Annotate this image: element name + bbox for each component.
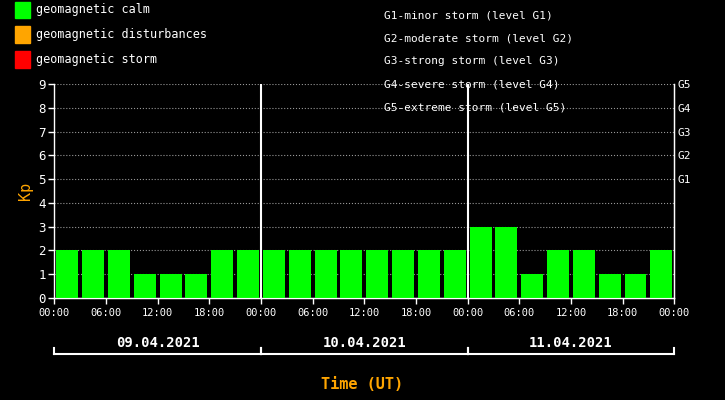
- Text: G1-minor storm (level G1): G1-minor storm (level G1): [384, 10, 553, 20]
- Text: G5-extreme storm (level G5): G5-extreme storm (level G5): [384, 103, 566, 113]
- Bar: [341, 250, 362, 298]
- Bar: [315, 250, 336, 298]
- Bar: [57, 250, 78, 298]
- Text: G2-moderate storm (level G2): G2-moderate storm (level G2): [384, 33, 573, 43]
- Text: 09.04.2021: 09.04.2021: [116, 336, 199, 350]
- Bar: [134, 274, 156, 298]
- Bar: [650, 250, 672, 298]
- Text: 10.04.2021: 10.04.2021: [323, 336, 406, 350]
- Bar: [599, 274, 621, 298]
- Y-axis label: Kp: Kp: [18, 182, 33, 200]
- Bar: [211, 250, 233, 298]
- Bar: [573, 250, 594, 298]
- Bar: [108, 250, 130, 298]
- Text: Time (UT): Time (UT): [321, 377, 404, 392]
- Bar: [624, 274, 647, 298]
- Bar: [237, 250, 259, 298]
- Bar: [444, 250, 465, 298]
- Bar: [495, 227, 518, 298]
- Bar: [418, 250, 440, 298]
- Bar: [160, 274, 181, 298]
- Bar: [366, 250, 388, 298]
- Bar: [470, 227, 492, 298]
- Text: geomagnetic calm: geomagnetic calm: [36, 4, 150, 16]
- Bar: [521, 274, 543, 298]
- Bar: [392, 250, 414, 298]
- Text: geomagnetic storm: geomagnetic storm: [36, 53, 157, 66]
- Bar: [547, 250, 569, 298]
- Text: geomagnetic disturbances: geomagnetic disturbances: [36, 28, 207, 41]
- Bar: [289, 250, 311, 298]
- Text: G3-strong storm (level G3): G3-strong storm (level G3): [384, 56, 560, 66]
- Text: G4-severe storm (level G4): G4-severe storm (level G4): [384, 80, 560, 90]
- Bar: [263, 250, 285, 298]
- Text: 11.04.2021: 11.04.2021: [529, 336, 613, 350]
- Bar: [82, 250, 104, 298]
- Bar: [186, 274, 207, 298]
